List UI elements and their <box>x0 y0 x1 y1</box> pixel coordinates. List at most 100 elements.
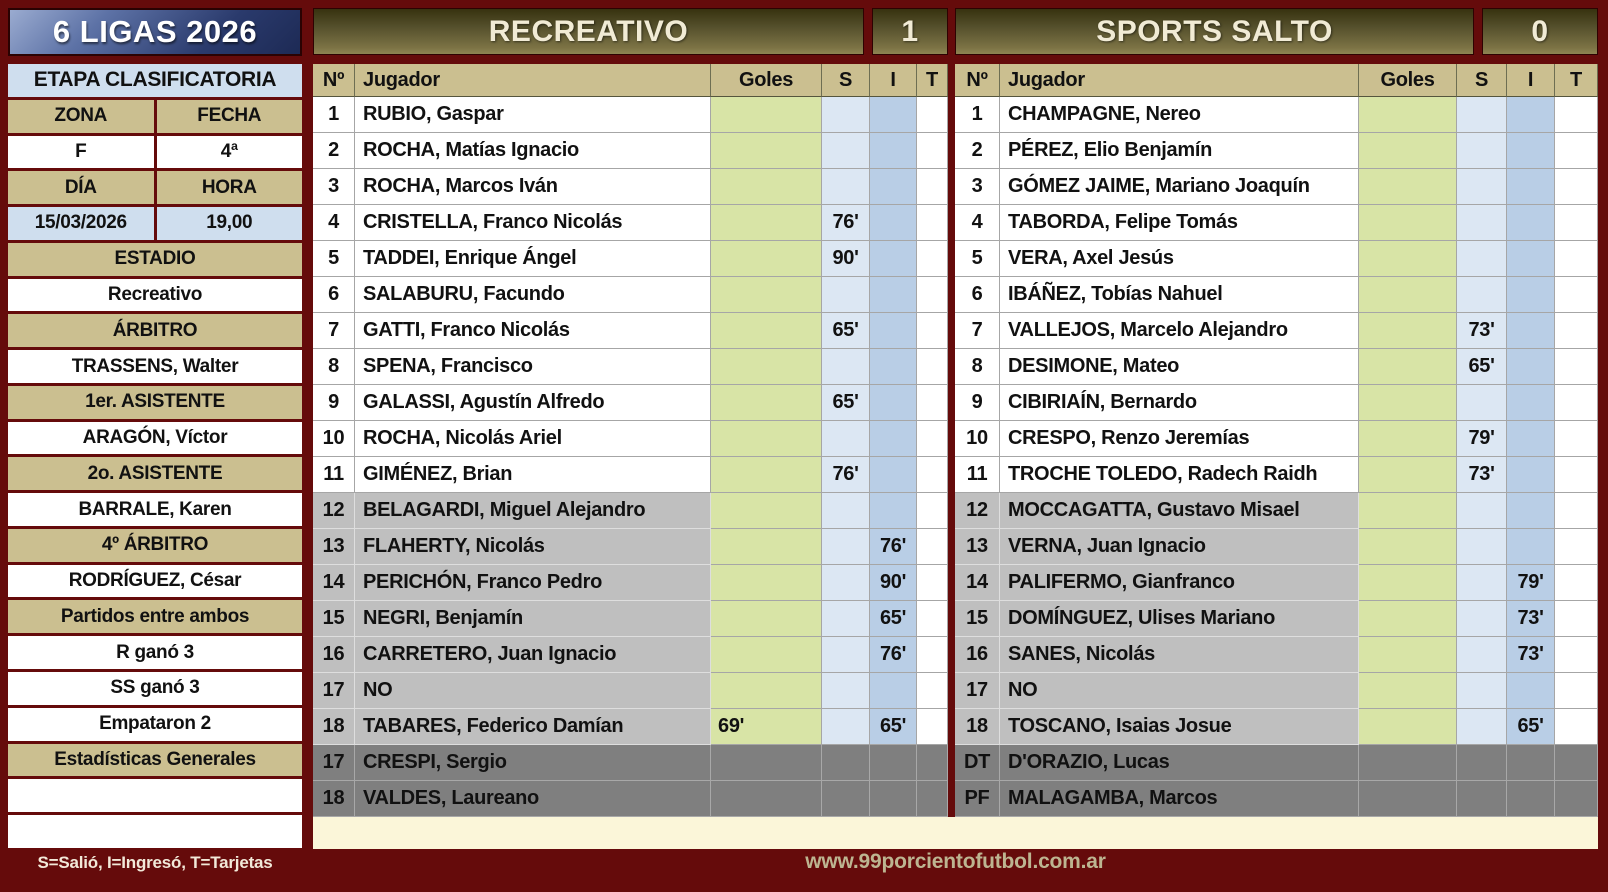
player-i-cell <box>870 313 917 349</box>
player-name-cell: ROCHA, Marcos Iván <box>355 169 711 205</box>
player-t-cell <box>1555 277 1598 313</box>
player-goles-cell <box>1359 313 1457 349</box>
player-goles-cell: 69' <box>711 709 822 745</box>
player-row: 12 MOCCAGATTA, Gustavo Misael <box>955 493 1598 529</box>
player-name-cell: CARRETERO, Juan Ignacio <box>355 637 711 673</box>
player-name-cell: CIBIRIAÍN, Bernardo <box>1000 385 1359 421</box>
player-s-cell <box>822 97 870 133</box>
player-num-cell: 11 <box>313 457 355 493</box>
player-num-cell: 14 <box>313 565 355 601</box>
player-row: 7 VALLEJOS, Marcelo Alejandro 73' <box>955 313 1598 349</box>
player-i-cell: 65' <box>870 601 917 637</box>
arbitro-label: ÁRBITRO <box>8 314 302 348</box>
player-t-cell <box>917 529 948 565</box>
player-row: 1 CHAMPAGNE, Nereo <box>955 97 1598 133</box>
stage-header: ETAPA CLASIFICATORIA <box>8 64 302 97</box>
player-s-cell <box>822 565 870 601</box>
player-s-cell <box>822 169 870 205</box>
staff-i-cell <box>1507 781 1555 817</box>
player-t-cell <box>1555 313 1598 349</box>
player-s-cell <box>1457 565 1507 601</box>
player-goles-cell <box>711 421 822 457</box>
head-to-head-row: Empataron 2 <box>8 707 302 741</box>
zona-value: F <box>8 135 154 169</box>
player-t-cell <box>917 421 948 457</box>
player-goles-cell <box>711 673 822 709</box>
staff-i-cell <box>1507 745 1555 781</box>
player-name-cell: PERICHÓN, Franco Pedro <box>355 565 711 601</box>
staff-name-cell: MALAGAMBA, Marcos <box>1000 781 1359 817</box>
player-name-cell: PÉREZ, Elio Benjamín <box>1000 133 1359 169</box>
player-row: 14 PERICHÓN, Franco Pedro 90' <box>313 565 948 601</box>
player-t-cell <box>917 565 948 601</box>
player-i-cell <box>870 277 917 313</box>
column-header-i: I <box>1507 64 1555 97</box>
player-goles-cell <box>1359 709 1457 745</box>
player-i-cell: 79' <box>1507 565 1555 601</box>
player-goles-cell <box>711 277 822 313</box>
player-s-cell <box>1457 277 1507 313</box>
staff-row: DT D'ORAZIO, Lucas <box>955 745 1598 781</box>
player-row: 8 SPENA, Francisco <box>313 349 948 385</box>
player-t-cell <box>1555 241 1598 277</box>
estadio-label: ESTADIO <box>8 242 302 276</box>
empty-row <box>8 779 302 813</box>
player-num-cell: 7 <box>955 313 1000 349</box>
player-name-cell: SPENA, Francisco <box>355 349 711 385</box>
day-hour-values: 15/03/2026 19,00 <box>8 207 302 240</box>
player-s-cell <box>822 277 870 313</box>
player-s-cell <box>822 601 870 637</box>
player-s-cell: 76' <box>822 457 870 493</box>
player-goles-cell <box>1359 421 1457 457</box>
staff-goles-cell <box>711 745 822 781</box>
player-t-cell <box>1555 385 1598 421</box>
player-i-cell <box>870 457 917 493</box>
player-i-cell <box>870 97 917 133</box>
staff-row: 17 CRESPI, Sergio <box>313 745 948 781</box>
player-goles-cell <box>1359 601 1457 637</box>
player-i-cell <box>1507 133 1555 169</box>
sidebar: 6 LIGAS 2026 ETAPA CLASIFICATORIA ZONA F… <box>8 8 302 884</box>
player-s-cell <box>822 493 870 529</box>
player-row: 6 IBÁÑEZ, Tobías Nahuel <box>955 277 1598 313</box>
column-header-row: Nº Jugador Goles S I T <box>313 64 948 97</box>
player-row: 2 ROCHA, Matías Ignacio <box>313 133 948 169</box>
player-goles-cell <box>711 169 822 205</box>
player-goles-cell <box>1359 637 1457 673</box>
player-i-cell <box>1507 385 1555 421</box>
player-goles-cell <box>711 313 822 349</box>
player-num-cell: 16 <box>955 637 1000 673</box>
player-name-cell: NO <box>1000 673 1359 709</box>
player-s-cell <box>1457 529 1507 565</box>
player-row: 3 GÓMEZ JAIME, Mariano Joaquín <box>955 169 1598 205</box>
player-t-cell <box>1555 529 1598 565</box>
player-s-cell <box>1457 133 1507 169</box>
player-i-cell: 65' <box>870 709 917 745</box>
player-i-cell <box>1507 313 1555 349</box>
player-i-cell <box>1507 673 1555 709</box>
player-i-cell <box>870 169 917 205</box>
estadio-value: Recreativo <box>8 278 302 312</box>
player-name-cell: DESIMONE, Mateo <box>1000 349 1359 385</box>
player-i-cell <box>870 349 917 385</box>
player-goles-cell <box>711 241 822 277</box>
team-header: SPORTS SALTO 0 <box>955 8 1598 55</box>
player-s-cell: 65' <box>1457 349 1507 385</box>
player-goles-cell <box>1359 565 1457 601</box>
player-num-cell: 9 <box>313 385 355 421</box>
fecha-label: FECHA <box>156 99 302 133</box>
player-name-cell: TABORDA, Felipe Tomás <box>1000 205 1359 241</box>
staff-s-cell <box>822 745 870 781</box>
player-row: 18 TABARES, Federico Damían 69' 65' <box>313 709 948 745</box>
player-name-cell: GATTI, Franco Nicolás <box>355 313 711 349</box>
player-name-cell: NEGRI, Benjamín <box>355 601 711 637</box>
website-link[interactable]: www.99porcientofutbol.com.ar <box>805 850 1106 873</box>
player-t-cell <box>917 97 948 133</box>
dia-label: DÍA <box>8 171 154 205</box>
player-t-cell <box>1555 133 1598 169</box>
staff-i-cell <box>870 745 917 781</box>
dia-value: 15/03/2026 <box>8 207 154 240</box>
player-name-cell: VALLEJOS, Marcelo Alejandro <box>1000 313 1359 349</box>
player-num-cell: 10 <box>313 421 355 457</box>
player-name-cell: VERA, Axel Jesús <box>1000 241 1359 277</box>
